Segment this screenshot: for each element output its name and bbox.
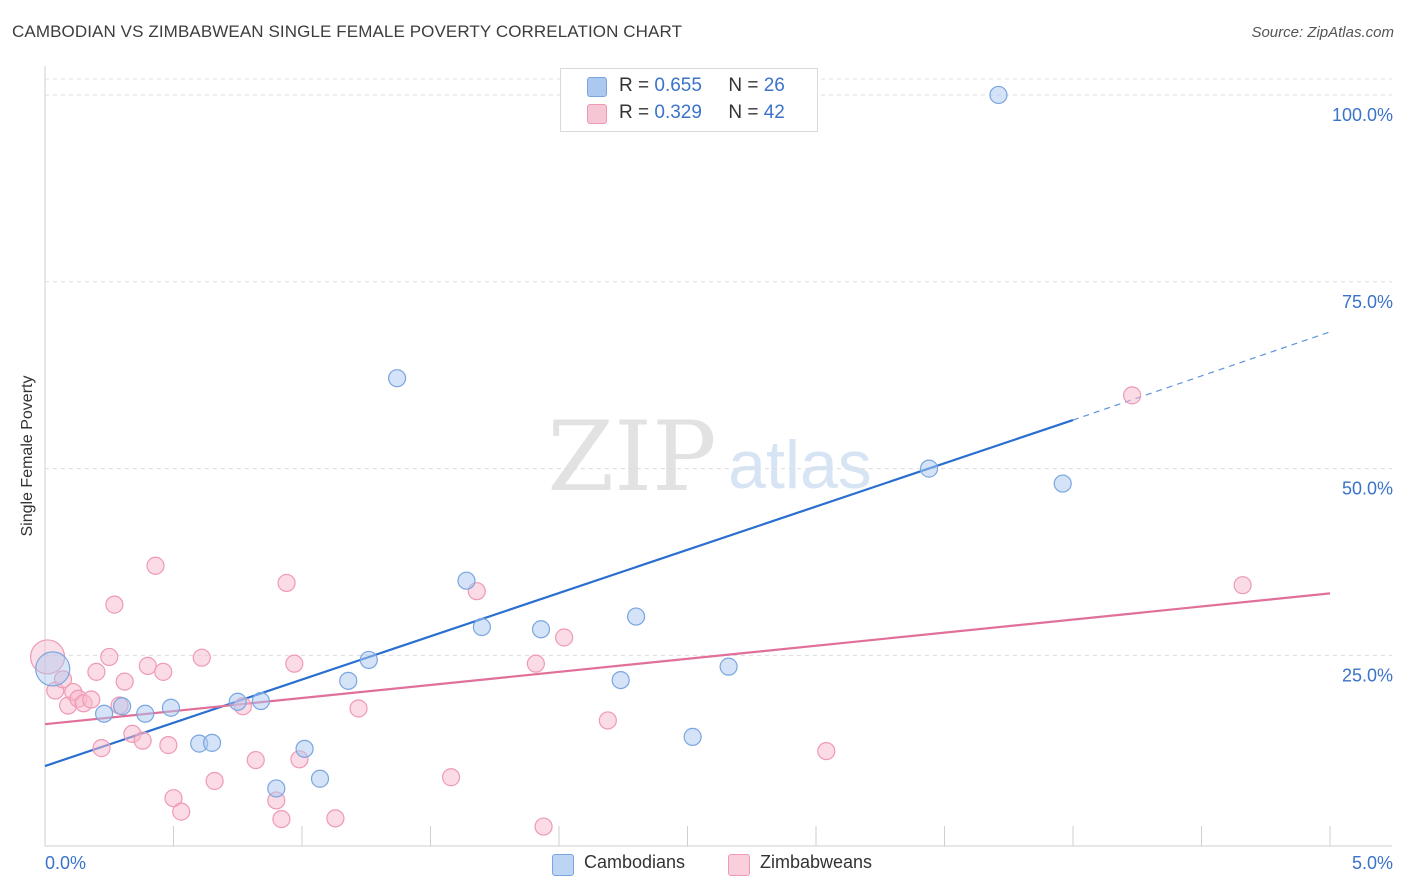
y-tick-label: 75.0%: [1342, 292, 1393, 312]
data-point-zimbabweans: [115, 672, 134, 691]
data-point-zimbabweans: [87, 662, 106, 681]
data-point-zimbabweans: [246, 750, 265, 770]
data-point-cambodians: [989, 85, 1008, 105]
data-point-zimbabweans: [92, 739, 111, 758]
data-point-zimbabweans: [100, 647, 119, 667]
data-point-cambodians: [387, 369, 407, 388]
data-point-zimbabweans: [146, 556, 165, 575]
data-point-zimbabweans: [534, 817, 553, 836]
data-point-cambodians: [719, 657, 738, 676]
bottom-legend-swatch-cambodians: [552, 854, 574, 876]
data-point-cambodians: [310, 769, 330, 788]
y-tick-label: 100.0%: [1332, 105, 1393, 125]
data-point-zimbabweans: [154, 662, 173, 681]
bottom-legend-label-zimbabweans: Zimbabweans: [760, 852, 873, 872]
grid-lines: [45, 78, 1392, 656]
data-point-cambodians: [136, 704, 155, 723]
data-point-cambodians: [683, 727, 702, 746]
data-points: [29, 85, 1252, 836]
data-point-cambodians: [202, 733, 222, 752]
data-point-zimbabweans: [133, 731, 152, 750]
legend-r-label: R =: [619, 102, 650, 123]
tick-labels: 25.0% 50.0% 75.0% 100.0% 0.0% 5.0%: [45, 105, 1393, 873]
legend-n-label: N =: [728, 75, 759, 96]
data-point-cambodians: [611, 670, 630, 690]
legend-r-zimbabweans: 0.329: [654, 102, 702, 123]
data-point-cambodians: [95, 704, 114, 723]
data-point-zimbabweans: [172, 802, 191, 821]
trend-line-cambodians: [44, 418, 1074, 768]
data-point-zimbabweans: [192, 648, 211, 667]
data-point-cambodians: [267, 779, 286, 798]
data-point-cambodians: [251, 691, 270, 711]
legend-n-zimbabweans: 42: [763, 102, 785, 123]
bottom-legend-swatch-zimbabweans: [728, 854, 750, 876]
data-point-zimbabweans: [285, 654, 304, 673]
data-point-cambodians: [457, 571, 476, 590]
data-point-zimbabweans: [272, 809, 291, 829]
data-point-cambodians: [919, 459, 939, 478]
data-point-cambodians: [228, 692, 247, 711]
legend-swatch-cambodians: [587, 77, 607, 97]
data-point-zimbabweans: [205, 771, 224, 791]
data-point-zimbabweans: [138, 656, 157, 675]
data-point-zimbabweans: [105, 595, 124, 614]
data-point-zimbabweans: [1123, 386, 1142, 405]
trend-line-extension-cambodians: [1072, 331, 1331, 421]
data-point-cambodians: [472, 617, 491, 637]
data-point-cambodians: [359, 650, 378, 670]
data-point-cambodians: [35, 651, 71, 687]
axes: [44, 66, 1392, 847]
bottom-legend-label-cambodians: Cambodians: [584, 852, 686, 872]
legend-r-cambodians: 0.655: [654, 75, 702, 96]
data-point-zimbabweans: [817, 741, 836, 761]
data-point-zimbabweans: [1233, 576, 1252, 595]
data-point-zimbabweans: [326, 809, 345, 828]
source-attribution: Source: ZipAtlas.com: [1251, 24, 1394, 41]
chart-title: CAMBODIAN VS ZIMBABWEAN SINGLE FEMALE PO…: [12, 22, 683, 41]
data-point-zimbabweans: [555, 628, 574, 647]
data-point-cambodians: [161, 698, 181, 717]
legend-r-label: R =: [619, 75, 650, 96]
y-tick-label: 50.0%: [1342, 479, 1393, 499]
x-tick-label-min: 0.0%: [45, 853, 86, 873]
y-tick-label: 25.0%: [1342, 665, 1393, 685]
data-point-zimbabweans: [598, 711, 617, 730]
data-point-zimbabweans: [159, 736, 178, 755]
data-point-cambodians: [339, 671, 358, 690]
data-point-zimbabweans: [82, 690, 101, 709]
data-point-cambodians: [626, 607, 646, 626]
data-point-zimbabweans: [526, 654, 545, 673]
data-point-zimbabweans: [441, 768, 461, 787]
legend-swatch-zimbabweans: [587, 104, 607, 124]
data-point-zimbabweans: [53, 670, 73, 689]
legend-n-label: N =: [728, 102, 759, 123]
data-point-cambodians: [112, 697, 132, 716]
data-point-cambodians: [531, 620, 551, 639]
data-point-zimbabweans: [164, 789, 183, 808]
legend-n-cambodians: 26: [763, 75, 785, 96]
x-tick-label-max: 5.0%: [1352, 853, 1393, 873]
data-point-cambodians: [1053, 474, 1072, 493]
data-point-cambodians: [295, 739, 314, 758]
watermark-atlas: atlas: [728, 427, 872, 503]
correlation-legend: R = 0.655 N = 26 R = 0.329 N = 42: [560, 68, 818, 132]
watermark-zip: ZIP: [547, 401, 716, 513]
data-point-zimbabweans: [349, 699, 368, 718]
data-point-zimbabweans: [277, 573, 296, 593]
